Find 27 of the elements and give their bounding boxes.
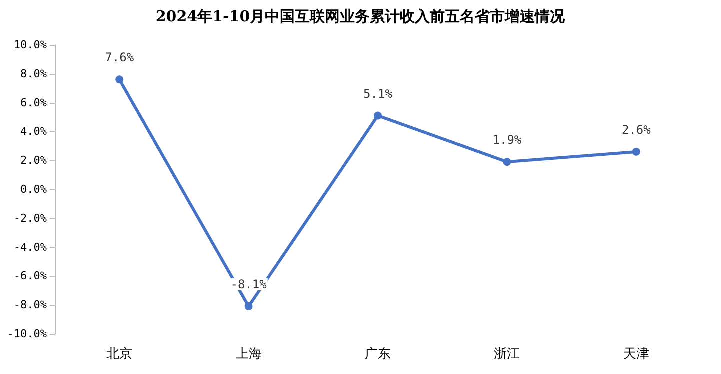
y-tick-label: 8.0% [20,67,48,80]
y-tick-label: -10.0% [7,328,48,340]
y-tick-label: 0.0% [20,183,48,196]
data-label: 1.9% [492,133,522,148]
x-tick-label: 浙江 [494,347,520,362]
y-tick-label: 2.0% [20,154,48,168]
point [244,302,253,311]
y-tick-label: -4.0% [14,240,48,254]
data-label: -8.1% [230,278,268,292]
data-label: 7.6% [105,50,135,65]
x-tick-label: 北京 [106,347,133,362]
point [503,158,512,166]
point [632,148,640,156]
y-tick-label: 10.0% [14,38,48,52]
data-label: 5.1% [364,86,394,101]
chart-title: 2024年1-10月中国互联网业务累计收入前五名省市增速情况 [156,8,566,26]
data-label: 2.6% [622,122,652,137]
x-tick-label: 上海 [236,347,262,362]
y-tick-label: -6.0% [14,270,48,283]
point [374,112,382,120]
y-tick-label: 6.0% [20,96,48,110]
point [116,76,124,84]
y-tick-label: -2.0% [14,212,48,225]
x-tick-label: 天津 [623,347,650,362]
x-tick-label: 广东 [365,347,391,362]
y-tick-label: -8.0% [14,298,48,312]
y-tick-label: 4.0% [20,125,48,138]
